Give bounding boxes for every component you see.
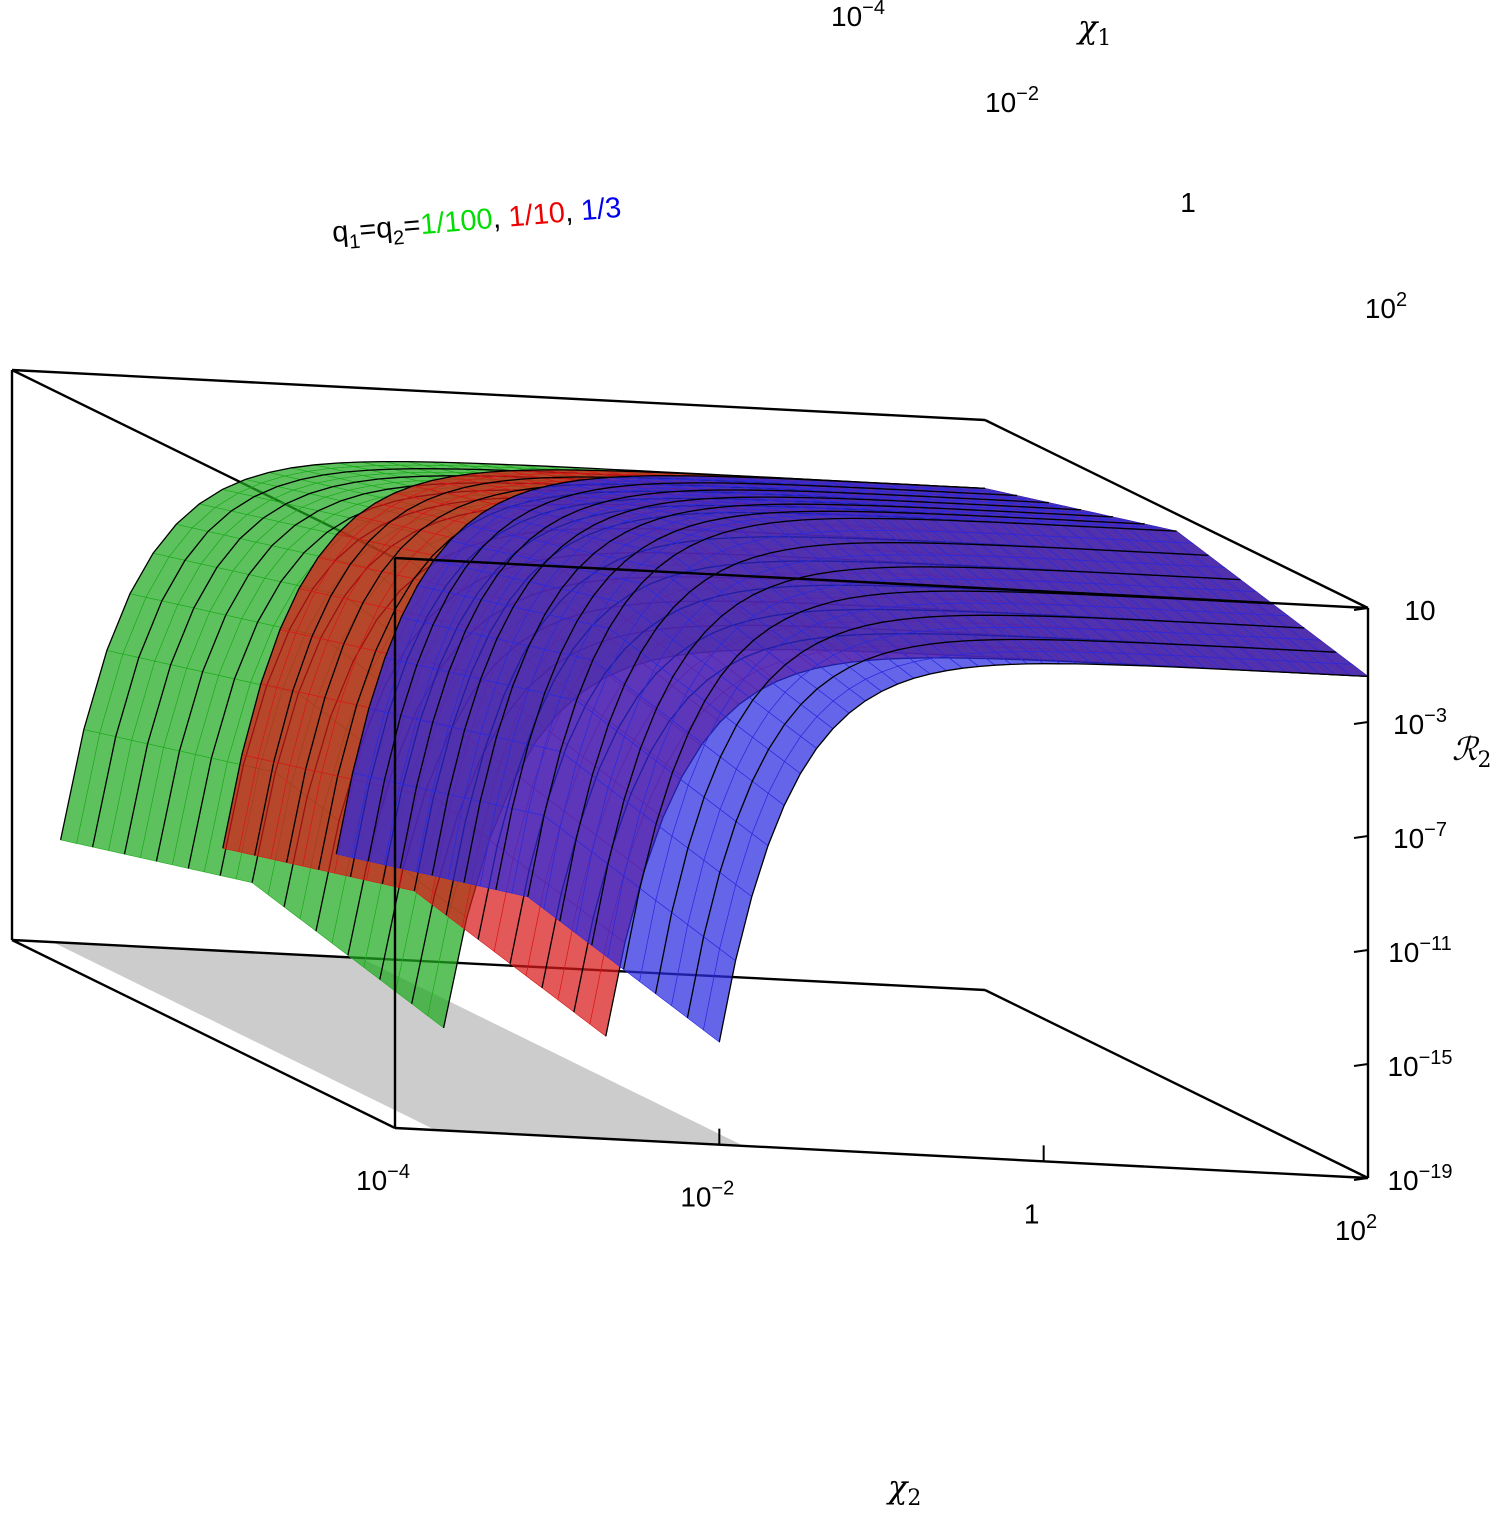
x1-tick-label: 102 (1365, 289, 1407, 324)
mesh-line (495, 510, 1145, 890)
surfaces (59, 460, 1369, 1043)
x1-tick-label: 10−2 (985, 83, 1039, 118)
mesh-line (591, 566, 1241, 946)
axis-ticks (394, 607, 1369, 1181)
mesh-line (463, 503, 1113, 883)
z-tick-label: 10−3 (1393, 705, 1447, 740)
z-tick (1353, 1177, 1369, 1181)
box-edge-back-4 (394, 1126, 1369, 1180)
mesh-line (654, 614, 1305, 994)
box-front-edges (393, 418, 1370, 1178)
z-tick (1353, 607, 1369, 611)
box-edge-back-6 (984, 988, 1369, 1180)
x1-tick-label: 10−4 (831, 0, 885, 32)
z-axis-title: ℛ2 (1452, 730, 1492, 773)
mesh-line (367, 482, 1017, 862)
z-tick (1353, 835, 1369, 839)
mesh-line (527, 517, 1177, 897)
parameter-annotation: q1=q2=1/100, 1/10, 1/3 (331, 192, 623, 255)
tick-labels: 10−4 10−2 1 102 10−4 10−2 1 102 10 10−3 10−7 10−11 1… (356, 0, 1453, 1246)
box-edge-front-2 (394, 556, 1369, 610)
z-tick (1353, 1063, 1369, 1067)
z-tick-label: 10−7 (1393, 819, 1447, 854)
x2-tick-label: 10−2 (680, 1178, 734, 1213)
box-edge-back-3 (11, 938, 396, 1130)
box-edge-back-2 (11, 368, 986, 422)
z-tick-label: 10−15 (1387, 1047, 1452, 1082)
floor-shadow (52, 942, 744, 1146)
mesh-line (335, 475, 986, 855)
mesh-line (718, 663, 1369, 1043)
x2-tick-label: 102 (1335, 1211, 1377, 1246)
box-edge-front-3 (984, 418, 1369, 610)
z-tick (1353, 721, 1369, 725)
z-tick-label: 10 (1404, 595, 1435, 626)
x1-axis-title: χ1 (1076, 8, 1111, 51)
mesh-line (431, 496, 1081, 876)
x2-axis-title: χ2 (886, 1468, 921, 1511)
x2-tick-label: 1 (1024, 1198, 1040, 1229)
x2-tick-label: 10−4 (356, 1161, 410, 1196)
surface-1-3 (335, 475, 1369, 1043)
mesh-line (686, 638, 1337, 1019)
z-tick (1353, 949, 1369, 953)
box-back-edges (10, 368, 1369, 1180)
mesh-line (399, 489, 1049, 869)
z-tick-label: 10−11 (1388, 933, 1452, 968)
floor-projection (52, 942, 744, 1146)
mesh-line (559, 542, 1209, 922)
z-tick-label: 10−19 (1387, 1161, 1452, 1196)
x1-tick-label: 1 (1180, 187, 1196, 218)
box-edge-back-5 (11, 938, 986, 992)
